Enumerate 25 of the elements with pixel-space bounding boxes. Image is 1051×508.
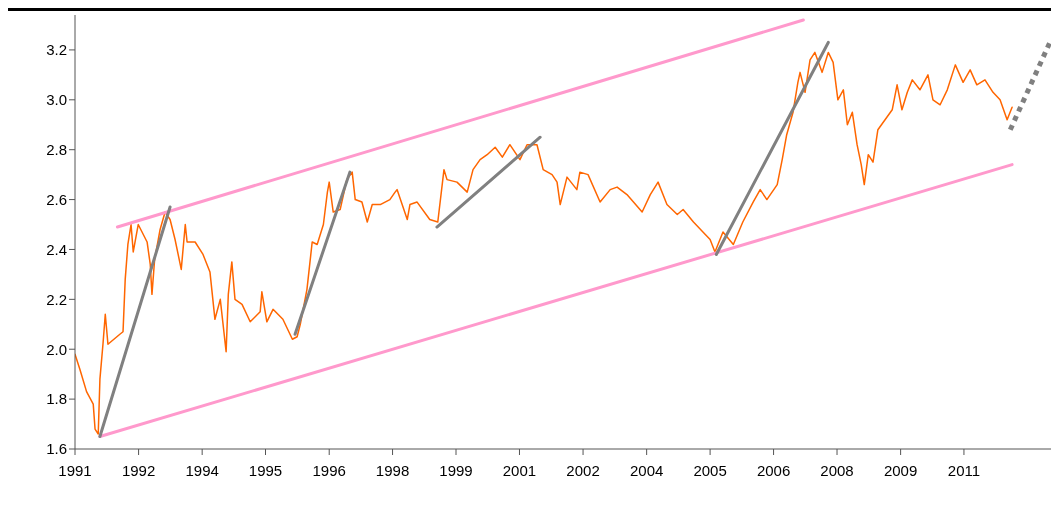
y-tick-label: 1.6 (46, 440, 67, 458)
x-tick-label: 1999 (439, 461, 473, 479)
x-tick-label: 2008 (820, 461, 854, 479)
x-tick-label: 2009 (883, 461, 918, 479)
line-series (75, 51, 1013, 435)
y-tick-label: 2.8 (46, 141, 67, 159)
x-tick-label: 2005 (693, 461, 727, 479)
y-tick-label: 1.8 (46, 390, 67, 408)
x-tick-label: 2011 (947, 461, 981, 479)
y-tick-label: 2.2 (46, 290, 67, 308)
x-tick-label: 1998 (375, 461, 410, 479)
y-tick-label: 2.4 (46, 240, 67, 258)
x-tick-label: 1994 (185, 461, 219, 479)
x-tick-label: 1992 (121, 461, 156, 479)
x-tick-label: 2006 (756, 461, 791, 479)
x-tick-label: 2004 (629, 461, 664, 479)
x-tick-label: 1995 (248, 461, 283, 479)
y-tick-label: 3.2 (46, 41, 67, 59)
x-tick-label: 1991 (58, 461, 92, 479)
y-tick-label: 2.0 (46, 340, 67, 358)
y-tick-label: 2.6 (46, 190, 67, 208)
y-tick-label: 3.0 (46, 91, 67, 109)
x-tick-label: 2002 (566, 461, 600, 479)
x-tick-label: 1996 (312, 461, 346, 479)
x-tick-label: 2001 (502, 461, 537, 479)
